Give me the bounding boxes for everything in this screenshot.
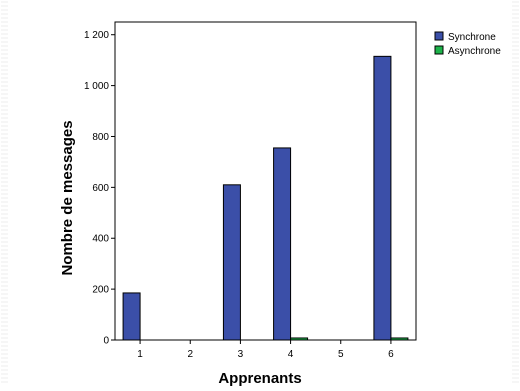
y-tick-label: 1 000	[84, 81, 109, 92]
legend-swatch-asynchrone	[434, 45, 444, 55]
legend-swatch-synchrone	[434, 31, 444, 41]
bar-asynchrone-6	[390, 337, 409, 341]
y-axis: 0 200 400 600 800 1 000 1 200	[84, 30, 115, 347]
bar-asynchrone-4	[290, 337, 309, 341]
x-tick-label: 6	[388, 349, 394, 360]
right-decorative-stripes	[512, 1, 519, 383]
legend-label-synchrone: Synchrone	[448, 32, 496, 43]
y-tick-label: 200	[92, 285, 109, 296]
left-decorative-stripes	[1, 1, 8, 383]
y-tick-label: 800	[92, 132, 109, 143]
x-tick-label: 3	[238, 349, 244, 360]
y-axis-title: Nombre de messages	[59, 120, 76, 275]
plot-area	[114, 21, 417, 341]
legend: Synchrone Asynchrone	[434, 31, 501, 57]
bars-group	[122, 55, 409, 341]
bar-synchrone-1	[122, 292, 141, 341]
y-tick-label: 1 200	[84, 30, 109, 41]
x-tick-label: 4	[288, 349, 294, 360]
y-tick-label: 0	[103, 336, 109, 347]
x-axis: 1 2 3 4 5 6	[137, 340, 394, 360]
y-tick-label: 400	[92, 234, 109, 245]
bar-synchrone-6	[373, 55, 392, 341]
x-tick-label: 5	[338, 349, 344, 360]
y-tick-label: 600	[92, 183, 109, 194]
bar-synchrone-3	[222, 184, 241, 341]
x-axis-title: Apprenants	[218, 370, 301, 386]
x-tick-label: 1	[137, 349, 143, 360]
legend-label-asynchrone: Asynchrone	[448, 46, 501, 57]
bar-synchrone-4	[273, 147, 292, 341]
x-tick-label: 2	[187, 349, 193, 360]
